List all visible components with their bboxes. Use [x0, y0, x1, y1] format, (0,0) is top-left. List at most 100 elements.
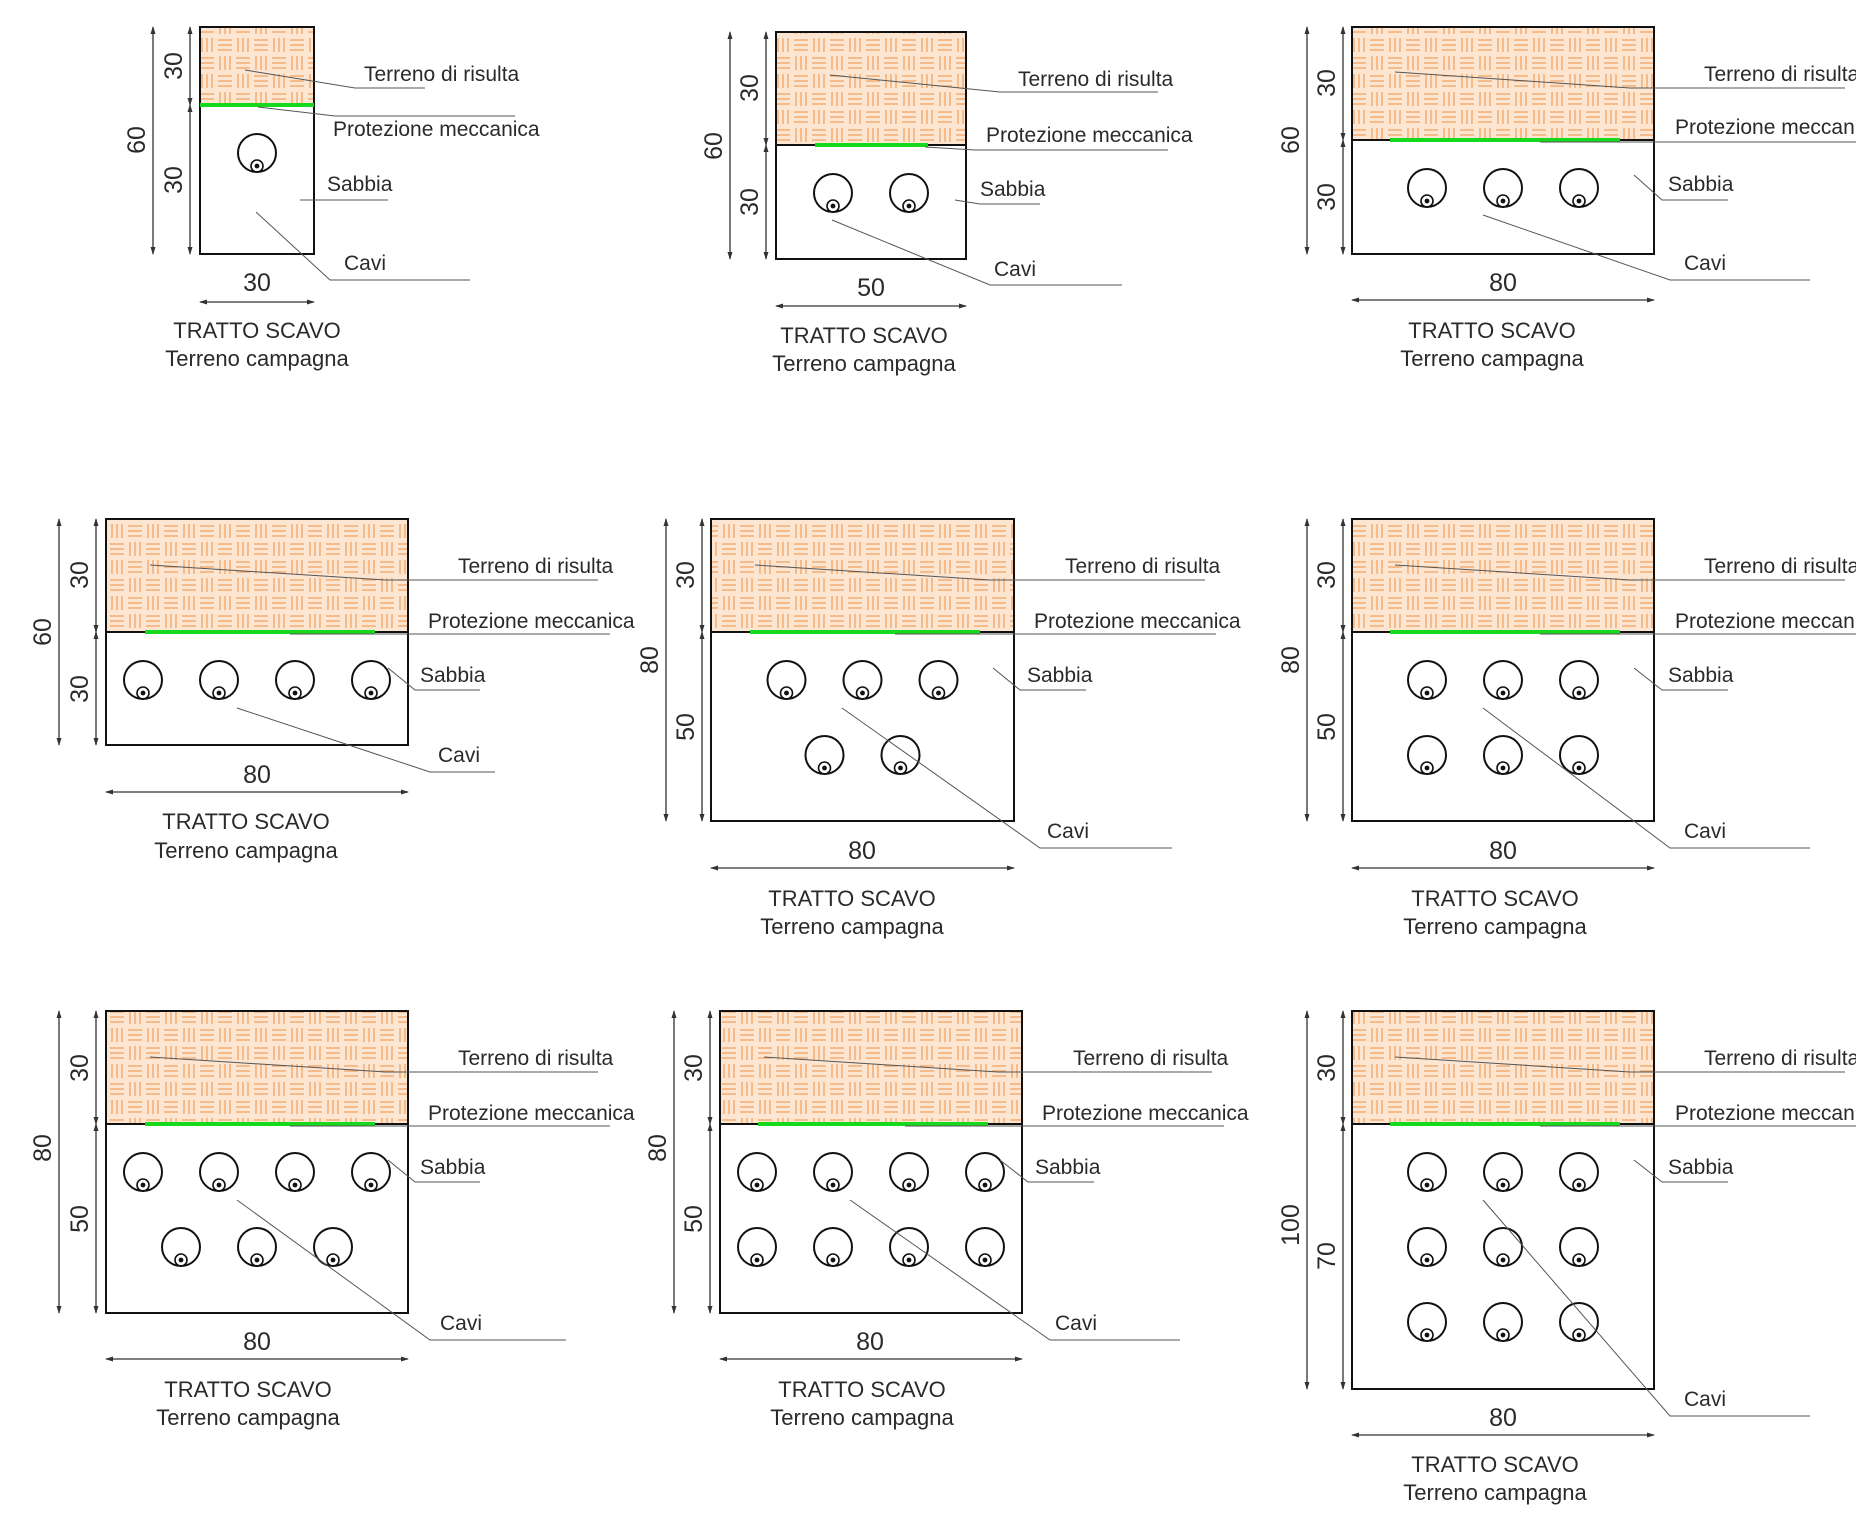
cable-icon	[161, 1227, 201, 1267]
cable-icon	[1483, 735, 1523, 775]
label-terreno-di-risulta: Terreno di risulta	[458, 555, 614, 578]
dim-total-depth: 60	[700, 132, 728, 160]
caption-tratto-scavo: TRATTO SCAVO	[162, 809, 329, 834]
dim-bottom-depth: 50	[680, 1205, 708, 1233]
cable-icon	[737, 1227, 777, 1267]
leader-terreno-di-risulta	[763, 1056, 1212, 1073]
label-cavi: Cavi	[1684, 252, 1726, 275]
dim-top-depth: 30	[1313, 1054, 1341, 1082]
cable-icon	[918, 660, 959, 700]
label-protezione-meccanica: Protezione meccanica	[1042, 1102, 1249, 1125]
leader-terreno-di-risulta	[754, 564, 1205, 581]
label-cavi: Cavi	[438, 744, 480, 767]
cable-icon	[1483, 168, 1523, 208]
dim-top-depth: 30	[160, 52, 188, 80]
caption-tratto-scavo: TRATTO SCAVO	[1408, 318, 1575, 343]
caption-terreno-campagna: Terreno campagna	[156, 1405, 340, 1430]
label-cavi: Cavi	[994, 258, 1036, 281]
layer-terreno-di-risulta	[1352, 27, 1654, 140]
label-sabbia: Sabbia	[420, 664, 486, 687]
cable-icon	[1559, 168, 1599, 208]
trench-section-7: 80 30 50 80 Terreno di risulta Protezion…	[29, 1010, 635, 1430]
dim-width: 80	[1489, 837, 1517, 865]
cable-icon	[1407, 1152, 1447, 1192]
dim-total-depth: 100	[1277, 1204, 1305, 1246]
dim-bottom-depth: 50	[66, 1205, 94, 1233]
leader-sabbia	[387, 1159, 480, 1183]
label-protezione-meccanica: Protezione meccanica	[1675, 1102, 1856, 1125]
leader-terreno-di-risulta	[1394, 1056, 1845, 1073]
label-cavi: Cavi	[1684, 1388, 1726, 1411]
cable-icon	[199, 1152, 239, 1192]
dim-width: 30	[243, 269, 271, 297]
trench-section-6: 80 30 50 80 Terreno di risulta Protezion…	[1277, 518, 1856, 939]
label-terreno-di-risulta: Terreno di risulta	[1704, 1047, 1856, 1070]
cable-icon	[123, 1152, 163, 1192]
cable-icon	[804, 735, 845, 775]
trench-outline	[105, 1010, 409, 1314]
dim-width: 80	[243, 1328, 271, 1356]
trench-outline	[710, 518, 1015, 822]
dim-bottom-depth: 50	[1313, 713, 1341, 741]
cable-icon	[351, 1152, 391, 1192]
dim-top-depth: 30	[1313, 561, 1341, 589]
caption-terreno-campagna: Terreno campagna	[772, 351, 956, 376]
dim-total-depth: 60	[123, 126, 151, 154]
leader-cavi	[841, 707, 1172, 849]
trench-outline	[719, 1010, 1023, 1314]
leader-terreno-di-risulta	[829, 74, 1158, 93]
cable-icon	[842, 660, 883, 700]
caption-terreno-campagna: Terreno campagna	[154, 838, 338, 863]
label-cavi: Cavi	[440, 1312, 482, 1335]
label-sabbia: Sabbia	[980, 178, 1046, 201]
layer-terreno-di-risulta	[200, 27, 314, 105]
cables-group	[737, 1152, 1005, 1267]
label-protezione-meccanica: Protezione meccanica	[428, 610, 635, 633]
label-terreno-di-risulta: Terreno di risulta	[1704, 63, 1856, 86]
cable-icon	[275, 1152, 315, 1192]
dim-total-depth: 80	[644, 1134, 672, 1162]
label-cavi: Cavi	[1684, 820, 1726, 843]
cable-icon	[766, 660, 807, 700]
cables-group	[766, 660, 959, 775]
label-sabbia: Sabbia	[1668, 173, 1734, 196]
caption-tratto-scavo: TRATTO SCAVO	[164, 1377, 331, 1402]
cable-icon	[1559, 1152, 1599, 1192]
label-protezione-meccanica: Protezione meccanica	[428, 1102, 635, 1125]
cable-icon	[813, 1227, 853, 1267]
cable-icon	[1407, 1227, 1447, 1267]
trench-section-1: 60 30 30 30 Terreno di risulta Protezion…	[123, 26, 540, 371]
cables-group	[123, 660, 391, 700]
cables-group	[1407, 168, 1599, 208]
cable-icon	[1559, 735, 1599, 775]
cable-icon	[237, 1227, 277, 1267]
cable-icon	[813, 173, 853, 213]
leader-cavi	[831, 219, 1122, 286]
label-sabbia: Sabbia	[1027, 664, 1093, 687]
cables-group	[237, 133, 277, 173]
layer-terreno-di-risulta	[106, 1011, 408, 1124]
layer-terreno-di-risulta	[776, 32, 966, 145]
cable-icon	[1483, 1152, 1523, 1192]
dim-total-depth: 60	[29, 618, 57, 646]
dim-bottom-depth: 30	[1313, 183, 1341, 211]
leader-sabbia	[1633, 667, 1728, 691]
trench-section-9: 100 30 70 80 Terreno di risulta Protezio…	[1277, 1010, 1856, 1505]
leader-cavi	[236, 1199, 566, 1341]
caption-tratto-scavo: TRATTO SCAVO	[778, 1377, 945, 1402]
label-terreno-di-risulta: Terreno di risulta	[1018, 68, 1174, 91]
cable-icon	[1483, 660, 1523, 700]
caption-terreno-campagna: Terreno campagna	[1403, 1480, 1587, 1505]
leader-sabbia	[1633, 174, 1728, 201]
layer-terreno-di-risulta	[720, 1011, 1022, 1124]
cable-icon	[1559, 660, 1599, 700]
cable-icon	[1483, 1302, 1523, 1342]
dim-top-depth: 30	[672, 561, 700, 589]
layer-terreno-di-risulta	[711, 519, 1014, 632]
leader-sabbia	[999, 1159, 1094, 1183]
cable-icon	[275, 660, 315, 700]
dim-total-depth: 60	[1277, 126, 1305, 154]
layer-terreno-di-risulta	[106, 519, 408, 632]
label-protezione-meccanica: Protezione meccanica	[986, 124, 1193, 147]
